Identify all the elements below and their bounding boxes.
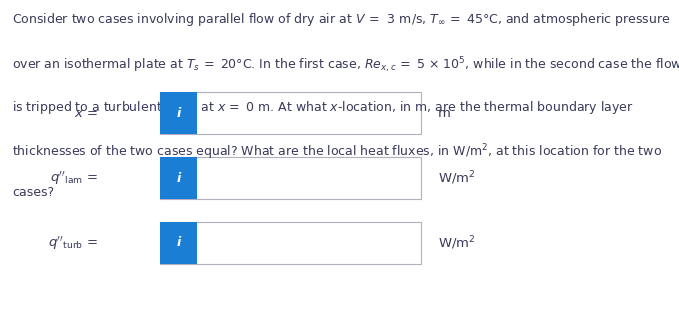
Text: W/m$^2$: W/m$^2$ [438,169,475,187]
FancyBboxPatch shape [160,222,421,264]
Text: cases?: cases? [12,186,54,199]
Text: i: i [176,172,181,185]
FancyBboxPatch shape [160,157,421,199]
Text: $q''_{\mathrm{turb}}\,=$: $q''_{\mathrm{turb}}\,=$ [48,234,98,252]
FancyBboxPatch shape [160,92,421,134]
Text: $q''_{\mathrm{lam}}\,=$: $q''_{\mathrm{lam}}\,=$ [50,169,98,187]
Text: thicknesses of the two cases equal? What are the local heat fluxes, in W/m$^2$, : thicknesses of the two cases equal? What… [12,143,662,162]
FancyBboxPatch shape [160,157,197,199]
FancyBboxPatch shape [160,222,197,264]
Text: Consider two cases involving parallel flow of dry air at $V\,=\,$ 3 m/s, $T_\inf: Consider two cases involving parallel fl… [12,11,671,28]
Text: i: i [176,237,181,249]
FancyBboxPatch shape [160,92,197,134]
Text: m: m [438,107,451,120]
Text: $x\,=$: $x\,=$ [74,107,98,120]
Text: is tripped to a turbulent state at $x\,=$ 0 m. At what $x$-location, in m, are t: is tripped to a turbulent state at $x\,=… [12,99,634,116]
Text: over an isothermal plate at $T_s\,=$ 20°C. In the first case, $Re_{x,c}\,=$ 5 × : over an isothermal plate at $T_s\,=$ 20°… [12,55,679,75]
Text: i: i [176,107,181,120]
Text: W/m$^2$: W/m$^2$ [438,234,475,252]
